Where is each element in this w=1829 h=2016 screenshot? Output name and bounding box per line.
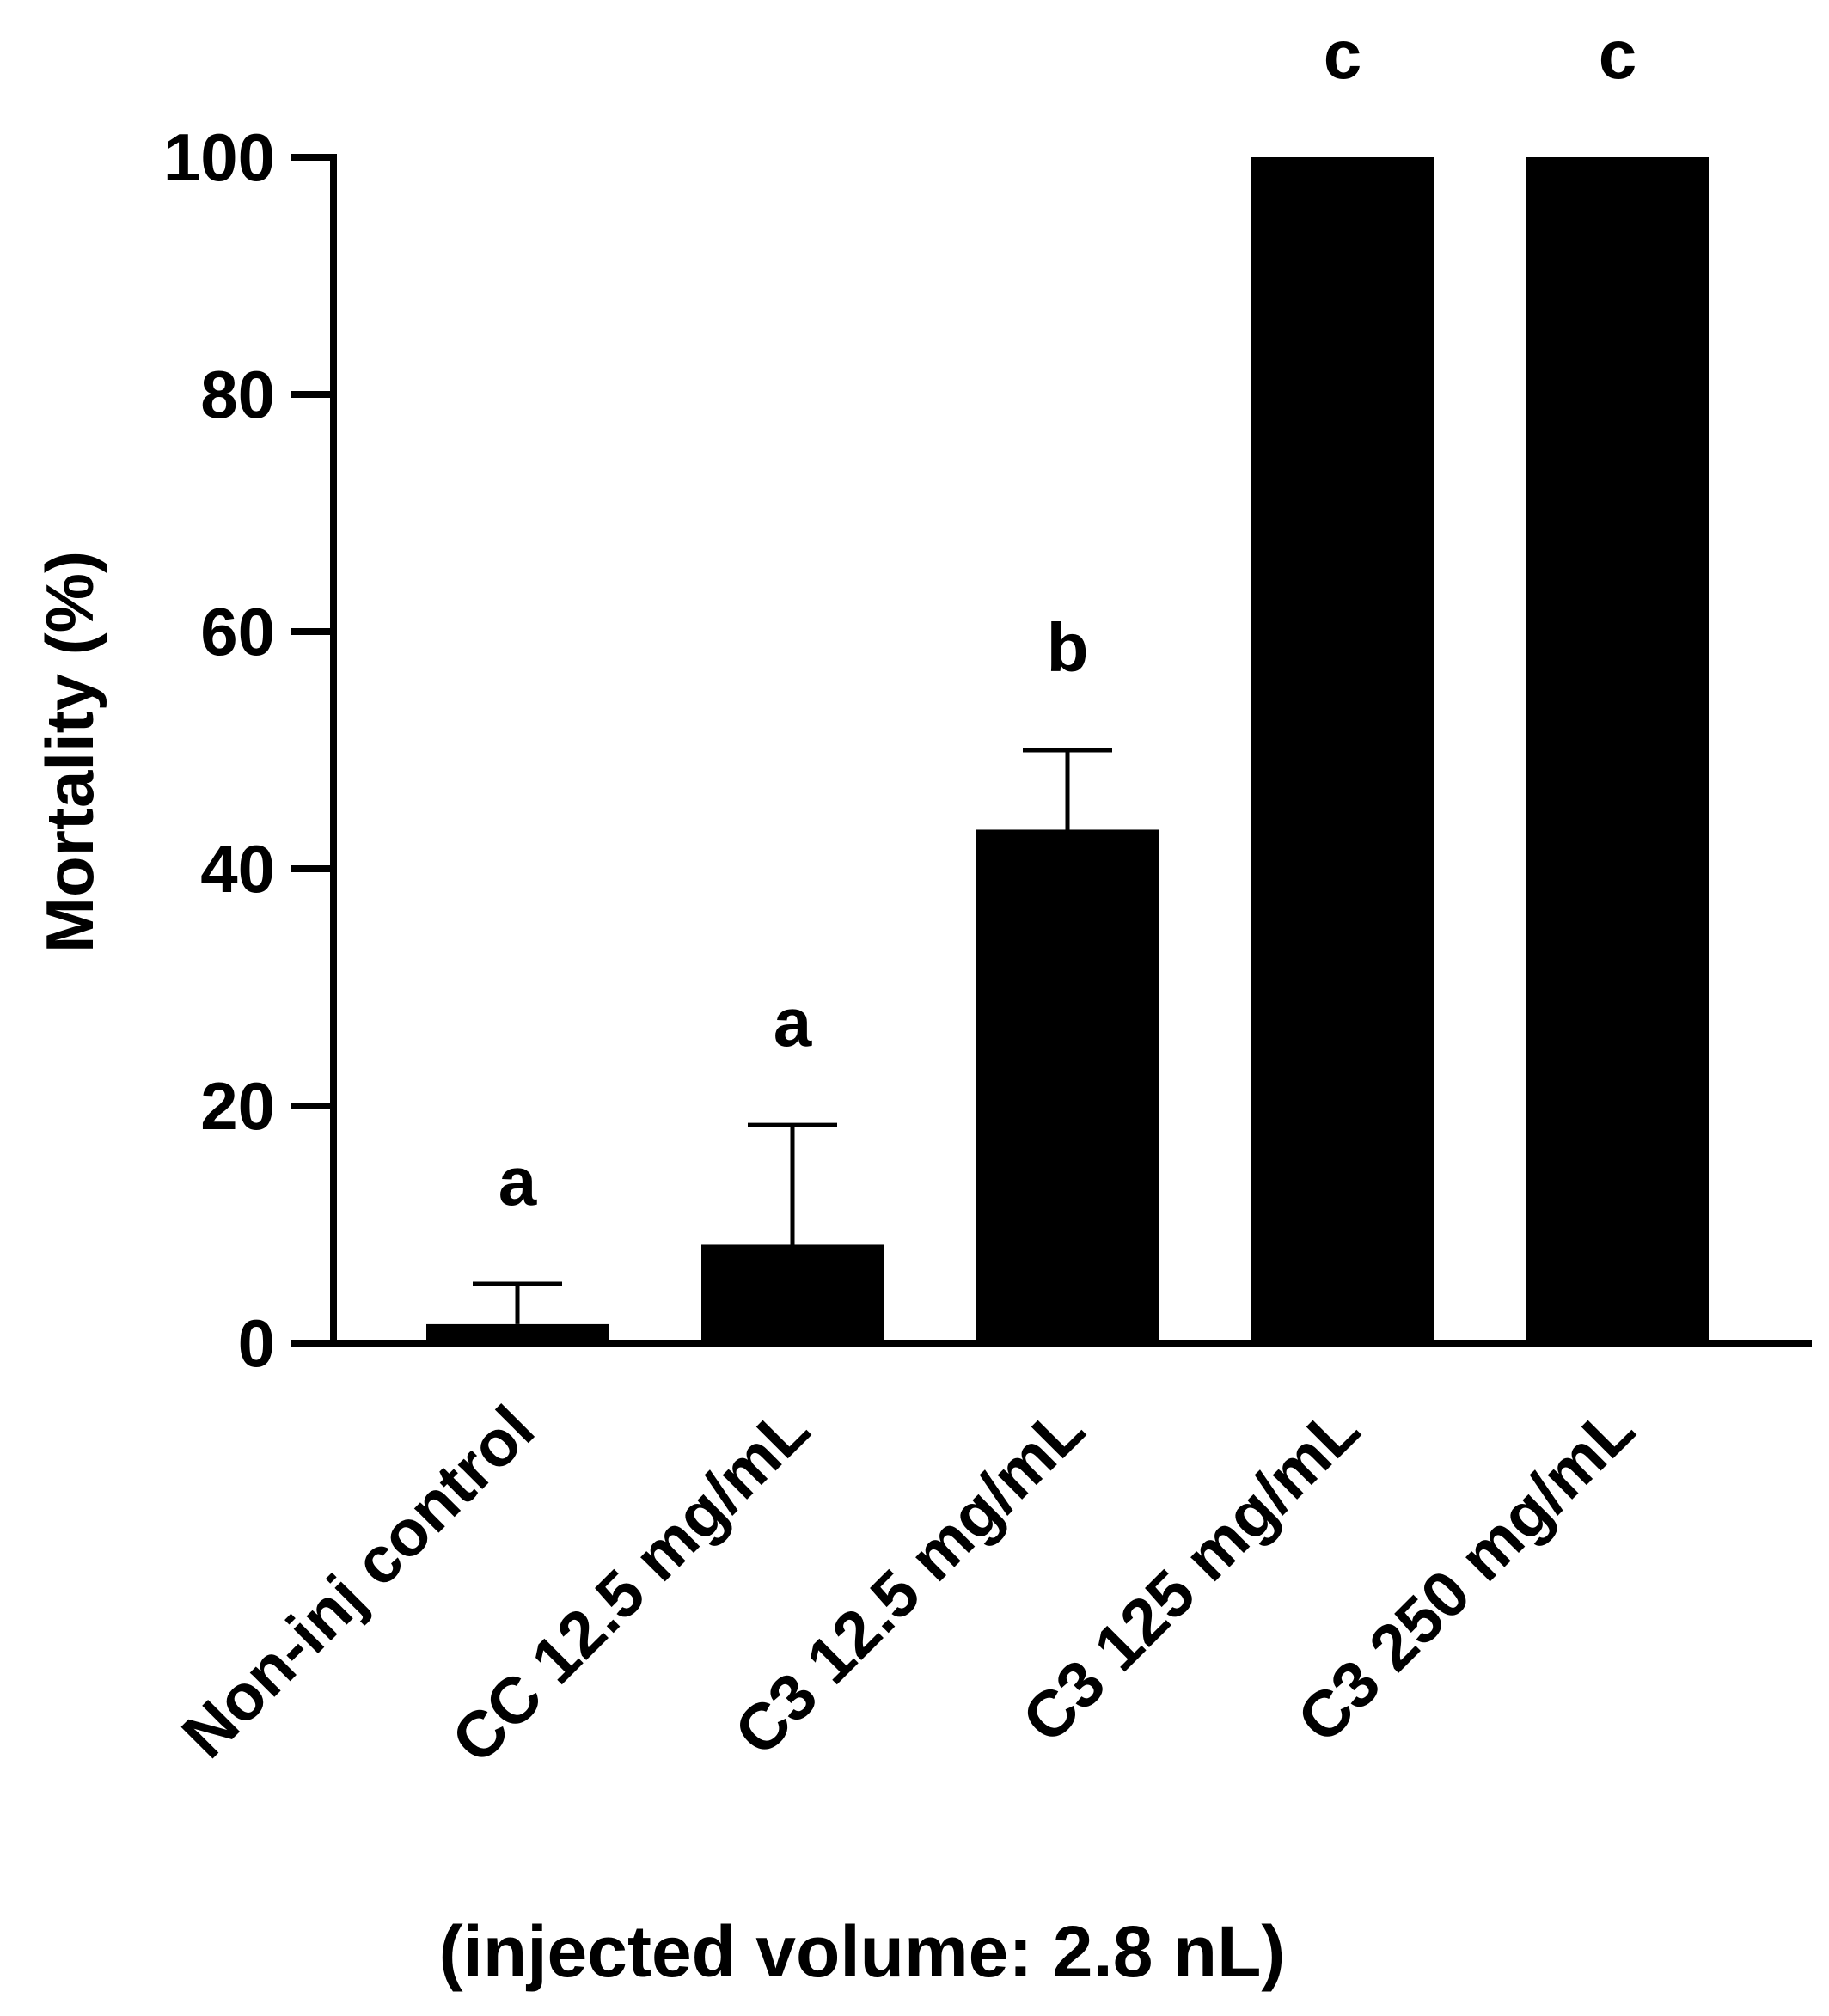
bars-group <box>426 157 1709 1343</box>
significance-letter: c <box>1324 16 1362 93</box>
y-tick-label: 80 <box>200 357 275 432</box>
x-axis-label: (injected volume: 2.8 nL) <box>439 1911 1286 1992</box>
y-tick-label: 40 <box>200 831 275 907</box>
bar <box>426 1323 609 1343</box>
bar <box>1526 157 1709 1343</box>
y-tick-label: 20 <box>200 1068 275 1144</box>
y-tick-label: 0 <box>238 1305 275 1381</box>
significance-letters-group: a a b c c <box>499 16 1637 1219</box>
error-bars-group <box>473 748 1112 1324</box>
bar <box>701 1244 884 1343</box>
y-axis-label: Mortality (%) <box>32 551 107 953</box>
significance-letter: b <box>1047 609 1089 686</box>
bar <box>1251 157 1434 1343</box>
y-tick-label: 100 <box>163 119 275 195</box>
significance-letter: a <box>774 984 812 1060</box>
significance-letter: a <box>499 1143 537 1219</box>
significance-letter: c <box>1599 16 1637 93</box>
y-ticks-group: 0 20 40 60 80 100 <box>163 119 333 1381</box>
y-tick-label: 60 <box>200 594 275 669</box>
bar <box>976 829 1159 1343</box>
